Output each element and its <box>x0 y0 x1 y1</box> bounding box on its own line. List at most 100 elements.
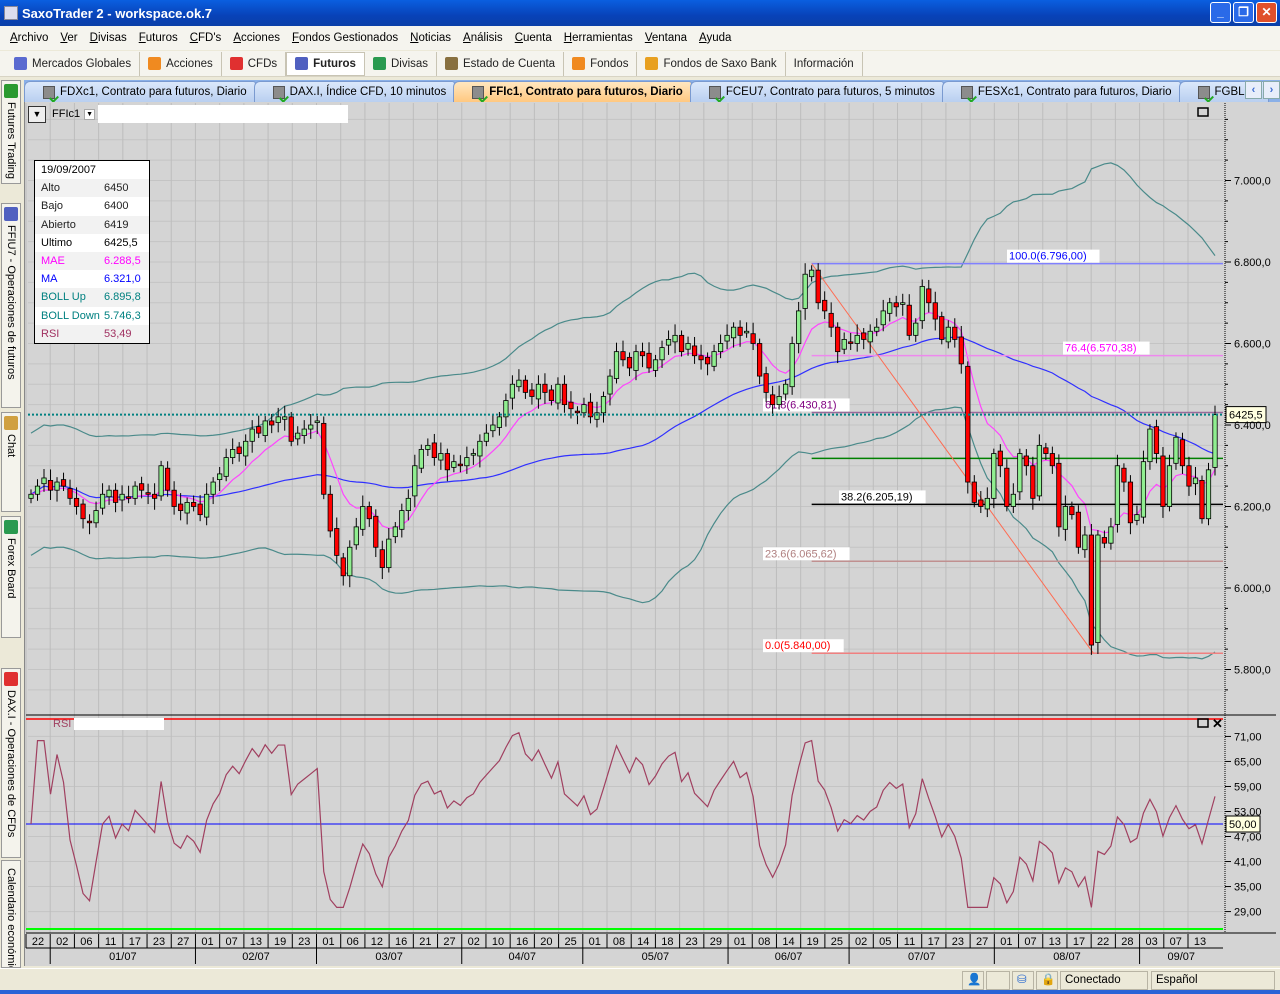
tab-scroll-right-button[interactable]: › <box>1263 81 1280 99</box>
candle <box>470 453 476 456</box>
menu-ventana[interactable]: Ventana <box>644 32 688 44</box>
menu-ver[interactable]: Ver <box>60 32 78 44</box>
candle <box>1004 467 1010 507</box>
toolbar: Mercados Globales Acciones CFDs Futuros Divi… <box>0 51 1280 77</box>
candle <box>542 383 548 393</box>
side-tab-futures[interactable]: Futures Trading <box>1 80 21 184</box>
candle <box>711 351 717 367</box>
month-label: 03/07 <box>375 951 403 963</box>
candle <box>822 299 828 312</box>
day-label: 22 <box>32 936 44 948</box>
candle <box>412 465 418 497</box>
price-chart[interactable]: 100.0(6.796,00) 76.4(6.570,38) 61.8(6.430,… <box>25 102 1280 966</box>
toolbar-label: Mercados Globales <box>32 57 132 70</box>
toolbar-fondos-de-saxo-bank[interactable]: Fondos de Saxo Bank <box>637 51 786 76</box>
fib-label: 38.2(6.205,19) <box>841 491 913 503</box>
candle <box>47 480 54 491</box>
candle <box>1173 436 1179 464</box>
fib-label-bg <box>763 398 850 412</box>
maximize-button[interactable]: ❐ <box>1233 2 1254 23</box>
candle <box>405 497 411 511</box>
side-tab-ffiu7[interactable]: FFIU7 - Operaciones de futuros <box>1 203 21 408</box>
menu-cuenta[interactable]: Cuenta <box>514 32 552 44</box>
toolbar-divisas[interactable]: Divisas <box>365 51 438 76</box>
day-label: 07 <box>226 936 238 948</box>
candle <box>210 481 216 495</box>
info-value: 6.288,5 <box>104 255 141 268</box>
day-label: 18 <box>661 936 673 948</box>
last-price-box <box>1225 406 1267 424</box>
side-tab-forex[interactable]: Forex Board <box>1 516 21 638</box>
side-tab-dax-i[interactable]: DAX.I - Operaciones de CFDs <box>1 668 21 858</box>
candle <box>464 457 470 467</box>
toolbar-futuros[interactable]: Futuros <box>286 51 365 76</box>
day-label: 14 <box>637 936 649 948</box>
toolbar-acciones[interactable]: Acciones <box>140 51 222 76</box>
menu-an-lisis[interactable]: Análisis <box>463 32 503 44</box>
toolbar-cfds[interactable]: CFDs <box>222 51 287 76</box>
side-tab-chat[interactable]: Chat <box>1 412 21 512</box>
close-button[interactable]: ✕ <box>1256 2 1277 23</box>
side-tab-calendario[interactable]: Calendario económico <box>1 860 21 968</box>
tab-fdxc1[interactable]: FDXc1, Contrato para futuros, Diario <box>24 81 256 102</box>
candle <box>509 383 516 399</box>
candle <box>386 538 392 569</box>
candle <box>483 432 489 442</box>
tab-ffic1[interactable]: FFIc1, Contrato para futuros, Diario <box>453 81 692 102</box>
info-value: 5.746,3 <box>104 309 141 322</box>
menu-futuros[interactable]: Futuros <box>138 32 178 44</box>
user-icon[interactable]: 👤 <box>962 971 984 990</box>
month-label: 05/07 <box>642 951 670 963</box>
toolbar-mercados-globales[interactable]: Mercados Globales <box>6 51 141 76</box>
candle <box>197 503 203 516</box>
menu-acciones[interactable]: Acciones <box>233 32 280 44</box>
candle <box>1127 481 1134 524</box>
info-row-alto: Alto 6450 <box>35 179 149 198</box>
day-label: 11 <box>904 936 915 948</box>
symbol-input[interactable] <box>98 105 349 123</box>
menu-ayuda[interactable]: Ayuda <box>699 32 732 44</box>
day-label: 23 <box>298 936 310 948</box>
candle <box>1043 447 1049 454</box>
fib-label-bg <box>763 639 844 653</box>
chart-area[interactable]: 100.0(6.796,00) 76.4(6.570,38) 61.8(6.430,… <box>24 102 1280 966</box>
candle <box>665 339 672 346</box>
tab-label: DAX.I, Índice CFD, 10 minutos <box>289 86 447 98</box>
candle <box>1088 534 1094 646</box>
candle <box>353 526 359 546</box>
toolbar-fondos[interactable]: Fondos <box>564 51 638 76</box>
candle <box>639 351 646 357</box>
candle <box>1160 455 1166 507</box>
candle <box>1212 414 1218 468</box>
menu-divisas[interactable]: Divisas <box>89 32 127 44</box>
symbol-dropdown-icon[interactable]: ▼ <box>84 108 96 120</box>
day-label: 01 <box>201 936 213 948</box>
tab-dax-i[interactable]: DAX.I, Índice CFD, 10 minutos <box>253 81 456 102</box>
restore-pane-icon[interactable] <box>1197 718 1209 728</box>
toolbar-informaci-n[interactable]: Información <box>786 51 863 76</box>
fib-label: 61.8(6.430,81) <box>765 399 837 411</box>
menu-archivo[interactable]: Archivo <box>10 32 49 44</box>
close-pane-icon[interactable]: ✕ <box>1212 716 1223 731</box>
menu-cfd-s[interactable]: CFD's <box>189 32 222 44</box>
toolbar-estado-de-cuenta[interactable]: Estado de Cuenta <box>437 51 565 76</box>
maximize-pane-icon[interactable] <box>1197 107 1209 117</box>
candle <box>125 496 132 499</box>
minimize-button[interactable]: _ <box>1210 2 1231 23</box>
language-status[interactable]: Español <box>1151 971 1275 990</box>
candle <box>874 326 880 332</box>
info-key: Alto <box>41 182 60 195</box>
tab-fesxc1[interactable]: FESXc1, Contrato para futuros, Diario <box>941 81 1181 102</box>
ohlc-info-box: 19/09/2007 Alto 6450 Bajo 6400 Abierto 6419 Ul… <box>34 160 150 344</box>
tab-fceu7[interactable]: FCEU7, Contrato para futuros, 5 minutos <box>689 81 944 102</box>
chart-menu-button[interactable]: ▼ <box>28 105 46 123</box>
menu-noticias[interactable]: Noticias <box>410 32 452 44</box>
day-label: 14 <box>782 936 794 948</box>
info-row-boll-up: BOLL Up 6.895,8 <box>35 288 149 307</box>
menu-herramientas[interactable]: Herramientas <box>563 32 633 44</box>
fib-label-bg <box>763 547 850 561</box>
tab-scroll-left-button[interactable]: ‹ <box>1245 81 1262 99</box>
menu-fondos-gestionados[interactable]: Fondos Gestionados <box>291 32 399 44</box>
candle <box>334 528 340 556</box>
candle <box>503 400 509 418</box>
